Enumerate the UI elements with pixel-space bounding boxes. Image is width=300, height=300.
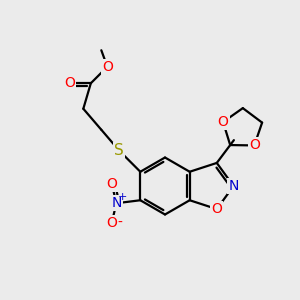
Text: S: S <box>114 143 124 158</box>
Text: O: O <box>64 76 75 90</box>
Text: O: O <box>249 138 260 152</box>
Text: O: O <box>211 202 222 216</box>
Text: O: O <box>106 216 117 230</box>
Text: N: N <box>111 196 122 210</box>
Text: +: + <box>118 192 128 202</box>
Text: O: O <box>218 115 229 129</box>
Text: O: O <box>102 60 113 74</box>
Text: N: N <box>228 179 239 193</box>
Text: -: - <box>118 216 123 230</box>
Text: O: O <box>106 177 117 191</box>
